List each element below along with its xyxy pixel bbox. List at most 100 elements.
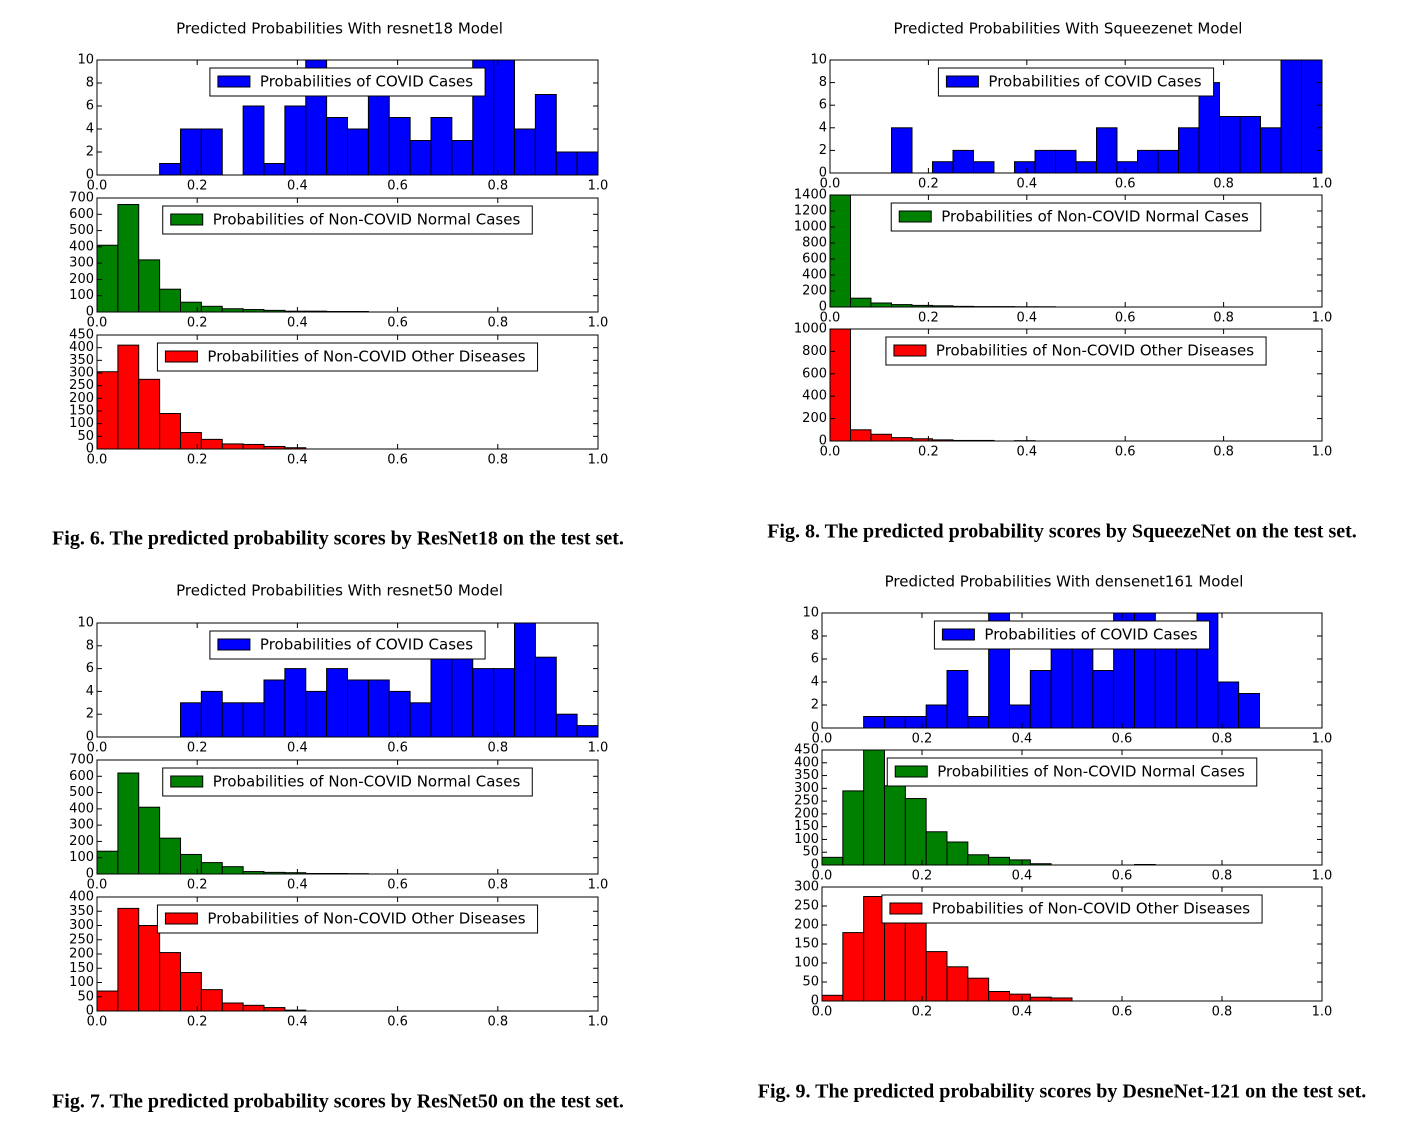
y-tick-label: 500 — [69, 785, 94, 800]
bar — [327, 669, 348, 737]
bar — [968, 978, 989, 1001]
bar — [1158, 150, 1178, 173]
bar — [473, 49, 494, 176]
x-tick-label: 0.2 — [187, 316, 208, 331]
y-tick-label: 8 — [86, 76, 94, 91]
y-tick-label: 10 — [802, 606, 819, 621]
y-tick-label: 100 — [69, 288, 94, 303]
figure-caption: Fig. 8. The predicted probability scores… — [767, 521, 1357, 543]
bar — [1010, 994, 1031, 1001]
bar — [1178, 128, 1199, 173]
y-tick-label: 700 — [69, 753, 94, 768]
x-tick-label: 1.0 — [588, 878, 609, 893]
bar — [243, 106, 264, 175]
x-tick-label: 0.6 — [387, 179, 408, 194]
bar — [947, 842, 968, 865]
x-tick-label: 0.2 — [187, 1015, 208, 1030]
bar — [1015, 162, 1036, 173]
bar — [160, 838, 181, 874]
x-tick-label: 0.2 — [187, 179, 208, 194]
bar — [306, 691, 327, 737]
y-tick-label: 100 — [69, 850, 94, 865]
x-tick-label: 0.6 — [1115, 311, 1136, 326]
bar — [968, 717, 989, 729]
x-tick-label: 1.0 — [588, 453, 609, 468]
x-tick-label: 1.0 — [1312, 1005, 1333, 1020]
bar — [285, 106, 306, 175]
bar — [905, 717, 926, 729]
x-tick-label: 0.4 — [1016, 445, 1037, 460]
bar — [243, 444, 264, 449]
x-tick-label: 0.6 — [1115, 177, 1136, 192]
x-tick-label: 1.0 — [1312, 869, 1333, 884]
y-tick-label: 0 — [811, 858, 819, 873]
legend-swatch — [218, 639, 250, 650]
bar — [306, 49, 327, 176]
bar — [577, 152, 598, 175]
y-tick-label: 400 — [69, 801, 94, 816]
y-tick-label: 50 — [802, 975, 819, 990]
chart-title: Predicted Probabilities With densenet161… — [885, 573, 1244, 591]
bar — [556, 152, 577, 175]
legend-text: Probabilities of COVID Cases — [988, 73, 1201, 91]
bar — [851, 298, 871, 307]
bar — [851, 430, 871, 441]
legend: Probabilities of Non-COVID Normal Cases — [891, 203, 1261, 231]
y-tick-label: 2 — [86, 145, 94, 160]
bar — [989, 857, 1010, 865]
x-tick-label: 0.4 — [1016, 311, 1037, 326]
legend-text: Probabilities of Non-COVID Other Disease… — [932, 900, 1250, 918]
y-tick-label: 800 — [802, 236, 827, 251]
y-tick-label: 6 — [86, 99, 94, 114]
bar — [181, 129, 202, 175]
y-tick-label: 0 — [86, 730, 94, 745]
figure-caption: Fig. 6. The predicted probability scores… — [52, 528, 624, 550]
x-tick-label: 0.2 — [912, 869, 933, 884]
bar — [989, 992, 1010, 1002]
legend: Probabilities of Non-COVID Normal Cases — [163, 768, 533, 796]
y-tick-label: 450 — [69, 328, 94, 343]
bar — [1030, 671, 1051, 729]
bar — [822, 857, 843, 865]
legend-text: Probabilities of Non-COVID Normal Cases — [937, 763, 1245, 781]
x-tick-label: 0.2 — [187, 878, 208, 893]
y-tick-label: 2 — [86, 707, 94, 722]
bar — [264, 1008, 285, 1011]
bar — [892, 438, 913, 441]
bar — [1035, 150, 1055, 173]
legend-text: Probabilities of COVID Cases — [984, 626, 1197, 644]
bar — [160, 164, 181, 176]
x-tick-label: 0.2 — [912, 732, 933, 747]
bar — [181, 433, 202, 449]
y-tick-label: 10 — [810, 53, 827, 68]
bar — [1010, 860, 1031, 865]
bar — [1176, 636, 1197, 728]
x-tick-label: 1.0 — [588, 179, 609, 194]
y-tick-label: 0 — [819, 300, 827, 315]
bar — [243, 1005, 264, 1011]
bar — [1076, 162, 1097, 173]
bar — [1220, 117, 1240, 174]
bar — [1030, 997, 1051, 1001]
legend: Probabilities of Non-COVID Other Disease… — [157, 343, 537, 371]
legend: Probabilities of Non-COVID Other Disease… — [882, 895, 1262, 923]
bar — [905, 921, 926, 1001]
legend: Probabilities of Non-COVID Other Disease… — [886, 337, 1266, 365]
x-tick-label: 0.6 — [1112, 869, 1133, 884]
y-tick-label: 800 — [802, 344, 827, 359]
bar — [494, 669, 515, 737]
y-tick-label: 300 — [69, 256, 94, 271]
x-tick-label: 0.2 — [187, 741, 208, 756]
chart-title: Predicted Probabilities With resnet18 Mo… — [176, 20, 503, 38]
bar — [822, 995, 843, 1001]
y-tick-label: 600 — [69, 769, 94, 784]
x-tick-label: 0.8 — [1212, 732, 1233, 747]
y-tick-label: 0 — [86, 168, 94, 183]
legend: Probabilities of COVID Cases — [210, 68, 485, 96]
bar — [389, 691, 410, 737]
y-tick-label: 300 — [794, 781, 819, 796]
y-tick-label: 250 — [794, 794, 819, 809]
bar — [1218, 682, 1239, 728]
bar — [160, 414, 181, 449]
